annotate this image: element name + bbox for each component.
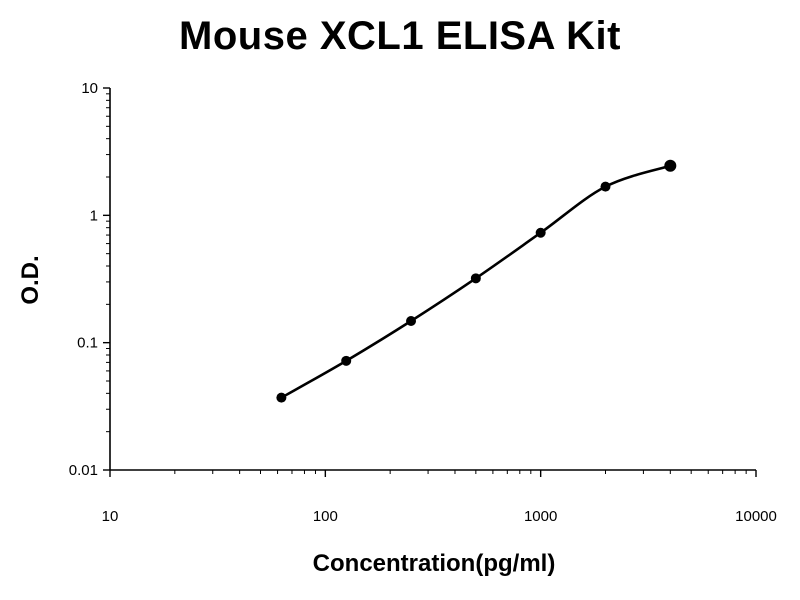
x-tick-label: 100 bbox=[313, 508, 338, 525]
y-tick-label: 10 bbox=[81, 80, 98, 97]
chart-title: Mouse XCL1 ELISA Kit bbox=[179, 14, 621, 58]
x-tick-label: 10 bbox=[102, 508, 119, 525]
y-tick-label: 0.01 bbox=[69, 462, 98, 479]
y-tick-label: 1 bbox=[90, 207, 98, 224]
series-layer bbox=[276, 159, 677, 403]
axes bbox=[109, 88, 756, 471]
data-point bbox=[664, 159, 677, 172]
data-point bbox=[600, 181, 611, 192]
x-axis-title: Concentration(pg/ml) bbox=[313, 550, 556, 577]
y-tick-label: 0.1 bbox=[77, 335, 98, 352]
data-point bbox=[470, 273, 481, 284]
data-point bbox=[276, 392, 287, 403]
y-axis-title: O.D. bbox=[17, 255, 44, 304]
data-point bbox=[341, 355, 352, 366]
x-tick-label: 10000 bbox=[735, 508, 777, 525]
x-tick-label: 1000 bbox=[524, 508, 557, 525]
ticks: 0.01 0.1 1 10 10 100 1000 10000 bbox=[69, 80, 777, 525]
data-point bbox=[535, 227, 546, 238]
data-point bbox=[406, 315, 417, 326]
